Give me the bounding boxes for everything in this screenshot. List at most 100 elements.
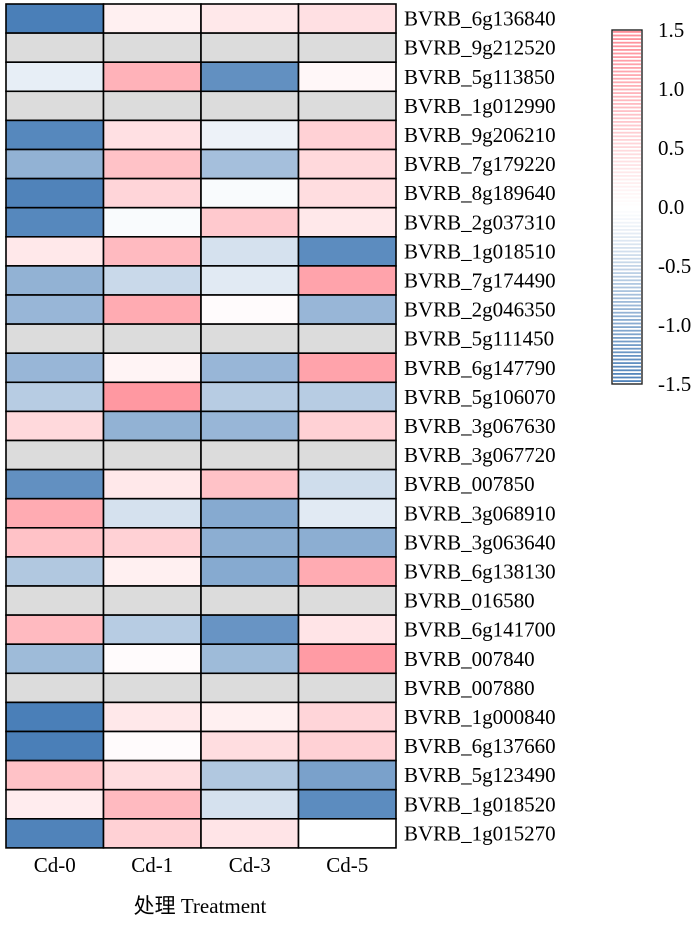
heatmap-cell xyxy=(200,148,300,180)
colorbar-stripe xyxy=(613,121,641,123)
heatmap-cell xyxy=(5,556,105,587)
colorbar-stripe xyxy=(613,369,641,372)
heatmap-cell xyxy=(102,206,202,238)
row-label: BVRB_6g136840 xyxy=(404,7,556,31)
row-label: BVRB_5g111450 xyxy=(404,327,554,351)
heatmap-cell xyxy=(297,119,397,151)
colorbar-stripe xyxy=(613,124,641,127)
heatmap-cell xyxy=(297,323,397,355)
heatmap-cell xyxy=(297,3,397,34)
colorbar-stripe xyxy=(613,311,641,314)
heatmap-cell xyxy=(297,701,397,733)
heatmap-cell xyxy=(200,730,300,762)
row-label: BVRB_6g137660 xyxy=(404,734,556,758)
heatmap-cell xyxy=(5,730,105,762)
colorbar-stripe xyxy=(613,149,641,152)
colorbar-stripe xyxy=(613,247,641,249)
heatmap-cell xyxy=(200,672,300,704)
heatmap-cell xyxy=(102,3,202,34)
colorbar-stripe xyxy=(613,146,641,148)
heatmap-cell xyxy=(297,672,397,704)
heatmap-cell xyxy=(297,148,397,180)
heatmap-cell xyxy=(5,32,105,63)
colorbar-stripe xyxy=(613,153,641,156)
colorbar-stripe xyxy=(613,380,641,382)
colorbar-stripe xyxy=(613,337,641,339)
heatmap-cell xyxy=(200,468,300,500)
colorbar-stripe xyxy=(613,322,641,325)
heatmap-cell xyxy=(297,730,397,762)
colorbar-stripe xyxy=(613,254,641,256)
colorbar-stripe xyxy=(613,272,641,274)
row-label: BVRB_1g018510 xyxy=(404,239,556,263)
colorbar-stripe xyxy=(613,293,641,296)
column-label: Cd-5 xyxy=(326,853,368,877)
colorbar-tick-label: 1.0 xyxy=(658,77,684,101)
heatmap-cell xyxy=(5,323,105,355)
colorbar-stripe xyxy=(613,196,641,199)
heatmap-cell xyxy=(297,61,397,93)
row-label: BVRB_2g046350 xyxy=(404,298,556,322)
colorbar-stripe xyxy=(613,160,641,163)
heatmap-cell xyxy=(5,177,105,209)
heatmap-cell xyxy=(200,206,300,238)
colorbar-stripe xyxy=(613,63,641,66)
heatmap-cell xyxy=(200,643,300,675)
heatmap-cell xyxy=(297,614,397,645)
colorbar-stripe xyxy=(613,301,641,303)
heatmap-cell xyxy=(200,556,300,587)
heatmap-cell xyxy=(102,643,202,675)
row-label: BVRB_007840 xyxy=(404,647,535,671)
heatmap-cell xyxy=(5,294,105,325)
heatmap-cell xyxy=(200,410,300,442)
colorbar-stripe xyxy=(613,92,641,94)
colorbar-stripe xyxy=(613,319,641,321)
heatmap-cell xyxy=(5,410,105,442)
heatmap-cell xyxy=(5,614,105,645)
colorbar-stripe xyxy=(613,99,641,102)
colorbar-stripe xyxy=(613,297,641,300)
colorbar-stripe xyxy=(613,88,641,91)
heatmap-cell xyxy=(200,265,300,296)
heatmap-cell xyxy=(297,759,397,791)
row-label: BVRB_1g018520 xyxy=(404,792,556,816)
heatmap-cell xyxy=(5,61,105,93)
colorbar-tick-label: 0.0 xyxy=(658,195,684,219)
colorbar-stripe xyxy=(613,70,641,73)
heatmap-cell xyxy=(5,759,105,791)
colorbar-stripe xyxy=(613,185,641,188)
heatmap-cell xyxy=(200,294,300,325)
row-label: BVRB_3g068910 xyxy=(404,501,556,525)
colorbar-stripe xyxy=(613,157,641,159)
colorbar-stripe xyxy=(613,139,641,141)
colorbar-stripe xyxy=(613,229,641,231)
colorbar-stripe xyxy=(613,239,641,242)
colorbar-stripe xyxy=(613,286,641,289)
heatmap-cell xyxy=(200,788,300,820)
heatmap-cell xyxy=(5,585,105,616)
colorbar-stripe xyxy=(613,304,641,307)
heatmap-cell xyxy=(102,119,202,151)
colorbar-stripe xyxy=(613,351,641,354)
row-label: BVRB_2g037310 xyxy=(404,210,556,234)
colorbar-stripe xyxy=(613,355,641,357)
colorbar-stripe xyxy=(613,214,641,217)
heatmap-cell xyxy=(102,32,202,63)
heatmap-cell xyxy=(5,90,105,122)
row-label: BVRB_016580 xyxy=(404,589,535,613)
colorbar-stripe xyxy=(613,117,641,120)
colorbar-stripe xyxy=(613,49,641,51)
heatmap-cell xyxy=(102,817,202,849)
heatmap-cell xyxy=(5,265,105,296)
heatmap-cell xyxy=(102,556,202,587)
colorbar-tick-label: 1.5 xyxy=(658,18,684,42)
colorbar-stripe xyxy=(613,135,641,138)
colorbar-stripe xyxy=(613,34,641,37)
heatmap-cell xyxy=(102,294,202,325)
colorbar-stripe xyxy=(613,95,641,98)
colorbar-stripe xyxy=(613,257,641,260)
column-labels: Cd-0 Cd-1 Cd-3 Cd-5 xyxy=(34,853,369,877)
heatmap-cell xyxy=(200,352,300,384)
row-label: BVRB_5g106070 xyxy=(404,385,556,409)
heatmap-cell xyxy=(5,119,105,151)
